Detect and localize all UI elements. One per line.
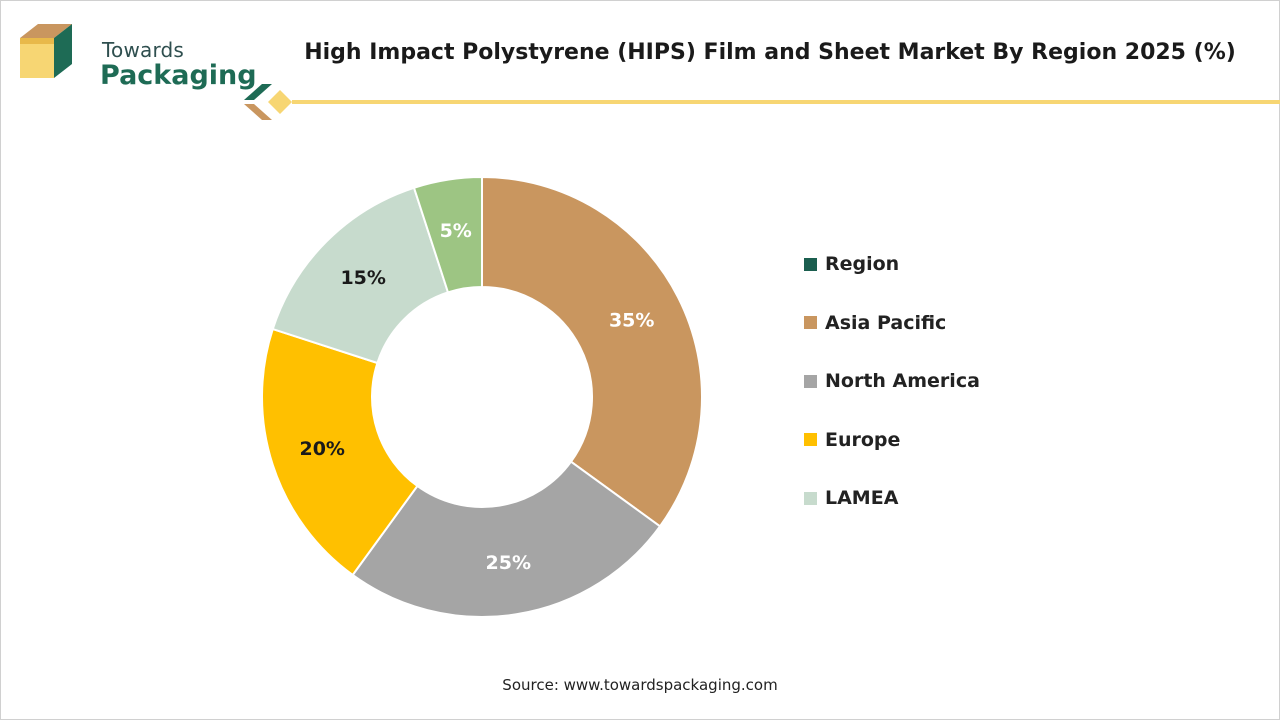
source-note: Source: www.towardspackaging.com: [502, 676, 778, 694]
legend-item-asia-pacific: Asia Pacific: [804, 311, 980, 335]
donut-slice-lamea: [271, 186, 450, 365]
legend-label-lamea: LAMEA: [825, 487, 899, 509]
towards-packaging-logo: Towards Packaging: [16, 18, 257, 91]
legend-swatch-lamea: [804, 491, 817, 505]
brand-line-2: Packaging: [100, 60, 257, 91]
donut-slice-other: [412, 175, 483, 294]
legend-swatch-region: [804, 257, 817, 271]
donut-slice-north-america: [351, 460, 662, 618]
divider-diamond-icon: [244, 84, 292, 120]
legend-swatch-europe: [804, 433, 817, 446]
slice-label-other: 5%: [440, 220, 472, 242]
legend-label-north-america: North America: [825, 370, 980, 392]
donut-slice-europe: [261, 327, 419, 577]
slice-label-europe: 20%: [299, 438, 344, 460]
legend-item-region: Region: [804, 252, 980, 276]
legend-swatch-asia-pacific: [804, 316, 817, 329]
legend-item-lamea: LAMEA: [804, 486, 980, 510]
slice-label-asia-pacific: 35%: [609, 310, 654, 332]
brand-line-1: Towards: [102, 38, 185, 62]
legend-label-europe: Europe: [825, 428, 901, 451]
slice-label-north-america: 25%: [486, 552, 531, 574]
legend-label-region: Region: [825, 253, 900, 275]
legend-swatch-north-america: [804, 374, 817, 388]
chart-title: High Impact Polystyrene (HIPS) Film and …: [304, 40, 1236, 65]
donut-chart: 35% 25% 20% 15% 5%: [261, 175, 703, 618]
title-divider-line: [292, 100, 1280, 104]
donut-slice-asia-pacific: [481, 175, 703, 528]
box-logo-icon: [20, 24, 72, 78]
slice-label-lamea: 15%: [340, 267, 385, 289]
legend-label-asia-pacific: Asia Pacific: [825, 311, 947, 334]
legend-item-europe: Europe: [804, 428, 980, 452]
legend-item-north-america: North America: [804, 369, 980, 393]
chart-legend: Region Asia Pacific North America Europe LAM…: [804, 252, 980, 545]
